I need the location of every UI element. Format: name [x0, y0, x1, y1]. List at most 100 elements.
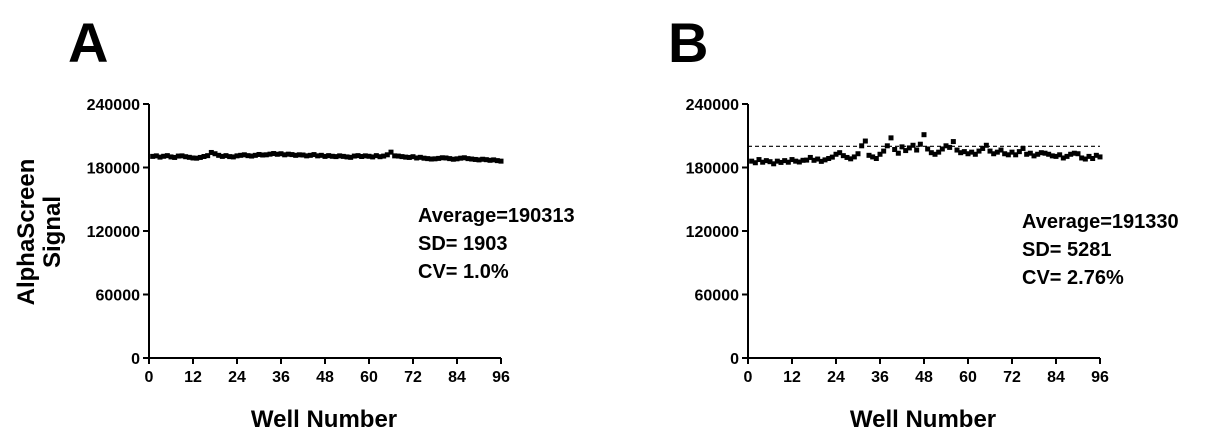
- panel-b-data-point: [1042, 150, 1048, 156]
- panel-a-label: A: [68, 11, 108, 74]
- panel-b-data-point: [976, 148, 982, 154]
- panel-a-data-point: [322, 153, 328, 159]
- panel-a-data-point: [450, 156, 456, 162]
- panel-b-data-point: [1057, 152, 1063, 158]
- panel-a-data-point: [278, 151, 284, 157]
- panel-a-data-point: [267, 151, 273, 157]
- panel-b-data-point: [884, 143, 890, 149]
- panel-b-data-point: [961, 149, 967, 155]
- panel-b-data-point: [778, 159, 784, 165]
- panel-a-y-tick-label: 120000: [87, 224, 140, 241]
- panel-b-data-point: [914, 147, 920, 153]
- panel-b-data-point: [939, 146, 945, 152]
- panel-a-data-point: [377, 154, 383, 160]
- panel-a-data-point: [417, 154, 423, 160]
- panel-b-data-point: [958, 150, 964, 156]
- panel-b-stats: Average=191330 SD= 5281 CV= 2.76%: [1022, 211, 1179, 289]
- panel-b-data-point: [873, 156, 879, 162]
- panel-a-data-point: [498, 158, 504, 164]
- panel-a-data-point: [425, 156, 431, 162]
- panel-b-y-tick-label: 60000: [695, 288, 740, 305]
- panel-a-x-tick-label: 84: [448, 369, 466, 386]
- panel-b-stat-sd: SD= 5281: [1022, 239, 1112, 261]
- panel-a-y-tick-label: 60000: [96, 288, 141, 305]
- panel-a-data-point: [304, 153, 310, 159]
- panel-b-data-point: [980, 145, 986, 151]
- panel-b-data-point: [881, 148, 887, 154]
- panel-a-data-point: [252, 152, 258, 158]
- panel-b-data-point: [950, 139, 956, 145]
- panel-b-stat-average: Average=191330: [1022, 211, 1179, 233]
- panel-a-data-point: [311, 152, 317, 158]
- panel-b-data-point: [1093, 152, 1099, 158]
- panel-a-data-point: [443, 155, 449, 161]
- panel-b-data-point: [1016, 149, 1022, 155]
- panel-a-data-point: [373, 153, 379, 159]
- panel-a-data-point: [230, 154, 236, 160]
- panel-b-data-point: [994, 149, 1000, 155]
- panel-a-data-point: [414, 155, 420, 161]
- panel-a-data-point: [318, 152, 324, 158]
- panel-b-data-point: [807, 154, 813, 160]
- panel-a-data-point: [307, 152, 313, 158]
- panel-a-data-point: [432, 156, 438, 162]
- panel-a-data-point: [340, 153, 346, 159]
- panel-a-data-point: [227, 154, 233, 160]
- panel-b-data-point: [800, 157, 806, 163]
- panel-a-data-point: [245, 153, 251, 159]
- panel-b-data-point: [888, 135, 894, 141]
- panel-b-data-point: [925, 146, 931, 152]
- panel-b-data-point: [848, 156, 854, 162]
- panel-a-data-point: [175, 153, 181, 159]
- panel-b-data-point: [917, 141, 923, 147]
- panel-a-data-point: [223, 153, 229, 159]
- panel-a: A AlphaScreen Signal Well Number Average…: [13, 11, 575, 431]
- panel-a-data-point: [194, 155, 200, 161]
- panel-a-data-point: [179, 153, 185, 159]
- panel-a-data-point: [260, 152, 266, 158]
- panel-a-data-point: [289, 152, 295, 158]
- panel-a-data-point: [161, 153, 167, 159]
- panel-a-data-point: [212, 151, 218, 157]
- panel-b-data-point: [965, 151, 971, 157]
- panel-a-stat-average: Average=190313: [418, 205, 575, 227]
- panel-b-data-point: [899, 144, 905, 150]
- panel-b-data-point: [793, 158, 799, 164]
- panel-b-data-point: [1002, 151, 1008, 157]
- panel-b-y-tick-label: 180000: [686, 161, 739, 178]
- panel-a-data-point: [219, 153, 225, 159]
- panel-b-data-point: [1020, 145, 1026, 151]
- panel-a-plot-area: 0 60000 120000 180000 240000 0 12 24 36 48 60 72 84 9…: [87, 97, 510, 386]
- panel-b-x-tick-label: 48: [915, 369, 933, 386]
- panel-b-data-point: [859, 143, 865, 149]
- panel-b-data-point: [1082, 156, 1088, 162]
- panel-b-data-point: [855, 151, 861, 157]
- panel-b-data-point: [811, 157, 817, 163]
- panel-a-data-point: [293, 152, 299, 158]
- panel-b-data-point: [752, 160, 758, 166]
- panel-b-x-tick-label: 24: [827, 369, 845, 386]
- panel-a-x-tick-label: 12: [184, 369, 202, 386]
- panel-b-data-point: [789, 157, 795, 163]
- panel-b-data-point: [785, 159, 791, 165]
- panel-a-data-point: [234, 153, 240, 159]
- panel-a-y-tick-label: 240000: [87, 97, 140, 114]
- panel-a-data-point: [370, 154, 376, 160]
- panel-b-x-axis-title: Well Number: [850, 406, 996, 431]
- panel-b-stat-cv: CV= 2.76%: [1022, 267, 1124, 289]
- panel-a-data-point: [186, 154, 192, 160]
- panel-b-data-point: [1090, 156, 1096, 162]
- panel-b-data-point: [906, 145, 912, 151]
- panel-a-data-point: [458, 155, 464, 161]
- panel-a-data-point: [183, 154, 189, 160]
- panel-b-data-point: [1068, 151, 1074, 157]
- panel-b-data-point: [1046, 151, 1052, 157]
- panel-b-data-point: [969, 149, 975, 155]
- panel-b-data-point: [903, 148, 909, 154]
- panel-b-data-point: [1071, 150, 1077, 156]
- panel-a-data-point: [355, 153, 361, 159]
- panel-a-data-point: [201, 153, 207, 159]
- panel-b-x-tick-label: 12: [783, 369, 801, 386]
- panel-b-data-point: [998, 147, 1004, 153]
- panel-a-x-tick-label: 24: [228, 369, 246, 386]
